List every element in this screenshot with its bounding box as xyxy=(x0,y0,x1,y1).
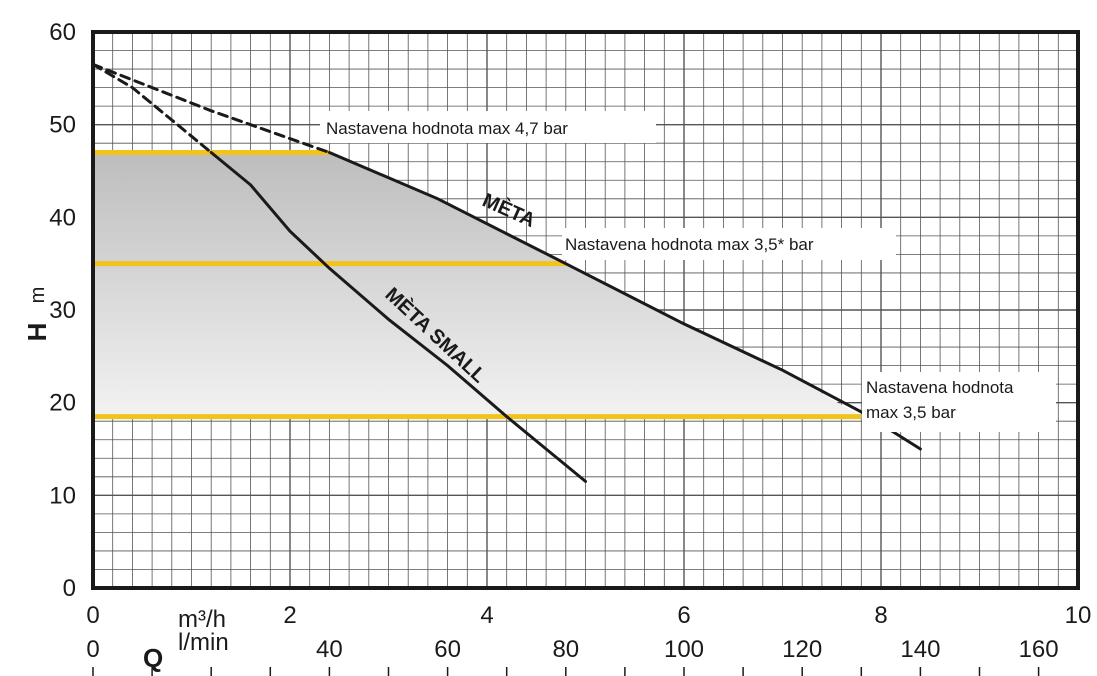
y-axis-unit: m xyxy=(27,287,49,304)
operating-region-shading xyxy=(93,152,862,417)
note-box-3-5 xyxy=(862,372,1056,432)
x-tick-label: 10 xyxy=(1065,602,1092,629)
x-tick-label: 6 xyxy=(677,602,690,629)
y-tick-label: 0 xyxy=(63,575,76,602)
x-axis-label: Q xyxy=(143,643,163,673)
y-tick-label: 20 xyxy=(49,390,76,417)
x2-tick-label: 0 xyxy=(86,636,99,663)
x2-tick-label: 160 xyxy=(1019,636,1059,663)
note-max-3-5-bar-line2: max 3,5 bar xyxy=(866,403,956,422)
series-lines xyxy=(91,62,922,483)
y-tick-label: 50 xyxy=(49,112,76,139)
y-tick-label: 60 xyxy=(49,19,76,46)
x-tick-label: 0 xyxy=(86,602,99,629)
series-line-1 xyxy=(209,151,587,483)
note-box-3-5-star xyxy=(562,228,896,260)
x2-tick-label: 80 xyxy=(552,636,579,663)
note-max-4-7-bar: Nastavena hodnota max 4,7 bar xyxy=(326,119,568,138)
x2-tick-label: 100 xyxy=(664,636,704,663)
x2-tick-label: 60 xyxy=(434,636,461,663)
x2-tick-label: 120 xyxy=(782,636,822,663)
x2-tick-label: 40 xyxy=(316,636,343,663)
x2-tick-label: 140 xyxy=(900,636,940,663)
note-max-3-5-bar-line1: Nastavena hodnota xyxy=(866,378,1014,397)
note-max-3-5-star-bar: Nastavena hodnota max 3,5* bar xyxy=(565,235,814,254)
y-axis-label: H xyxy=(22,323,52,342)
x-tick-label: 4 xyxy=(480,602,493,629)
x-secondary-tick-marks xyxy=(92,667,1040,676)
x-axis-unit-secondary: l/min xyxy=(178,629,229,656)
y-tick-labels: 0 10 20 30 40 50 60 xyxy=(49,19,76,602)
x-tick-label: 8 xyxy=(874,602,887,629)
x-tick-labels: 0 2 4 6 8 10 xyxy=(86,602,1091,629)
x-axis-unit-primary: m³/h xyxy=(178,606,226,633)
y-tick-label: 30 xyxy=(49,297,76,324)
x-secondary-tick-labels: 0 40 60 80 100 120 140 160 xyxy=(86,636,1058,663)
x-tick-label: 2 xyxy=(283,602,296,629)
series-line-2 xyxy=(91,62,331,154)
series-line-3 xyxy=(91,62,213,154)
plot-frame xyxy=(91,30,1080,590)
series-line-0 xyxy=(327,151,922,451)
y-tick-label: 10 xyxy=(49,482,76,509)
note-box-4-7 xyxy=(320,111,656,143)
y-tick-label: 40 xyxy=(49,204,76,231)
